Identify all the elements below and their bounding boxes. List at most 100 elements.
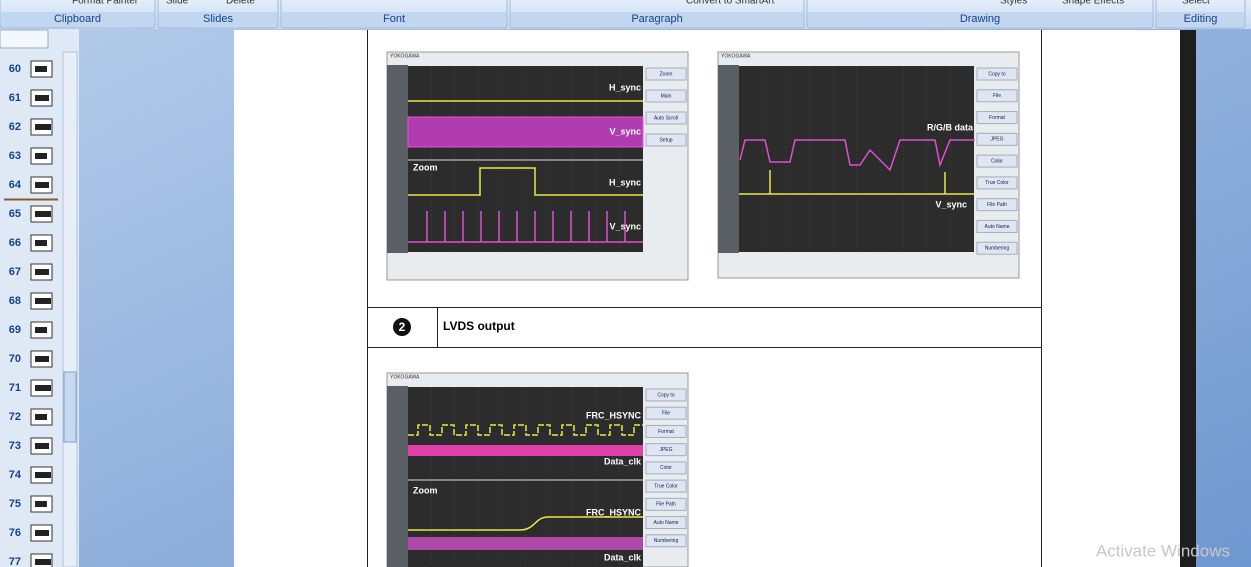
slide-number: 63	[9, 150, 21, 162]
thumb-content	[35, 298, 51, 304]
group-label: Font	[383, 13, 405, 25]
slide-number: 72	[9, 411, 21, 423]
scope-menu-label: File	[993, 93, 1001, 99]
scope-brand: YOKOGAWA	[721, 53, 751, 59]
signal-label: V_sync	[609, 126, 641, 136]
slide-number: 74	[9, 469, 22, 481]
scope-menu-label: Format	[989, 115, 1005, 121]
scope-left-strip	[387, 386, 408, 567]
group-label: Editing	[1184, 13, 1218, 25]
scope-menu-button	[645, 424, 687, 438]
thumb-content	[35, 269, 49, 275]
scope-menu-button	[976, 89, 1018, 103]
ribbon-button[interactable]: Convert to SmartArt	[686, 0, 775, 7]
scope-menu-label: Format	[658, 429, 674, 435]
pane-tabs[interactable]	[0, 29, 49, 49]
scope-menu-button	[645, 388, 687, 402]
thumb-content	[35, 182, 49, 188]
scope-menu-label: File	[662, 411, 670, 417]
section-title: LVDS output	[443, 319, 515, 333]
signal-label: Zoom	[413, 485, 438, 495]
scroll-thumb[interactable]	[63, 371, 77, 443]
scope-left-strip	[387, 65, 408, 253]
scope-menu-button	[645, 497, 687, 511]
scope-menu-label: File Path	[656, 502, 676, 508]
scope-menu-button	[976, 219, 1018, 233]
watermark: Activate Windows	[1096, 541, 1230, 560]
slide-number: 67	[9, 266, 21, 278]
scope-menu-button	[976, 241, 1018, 255]
scope-menu-button	[645, 534, 687, 548]
slide-table	[367, 30, 1042, 567]
scope-menu-label: True Color	[985, 180, 1009, 186]
group-label: Clipboard	[54, 13, 101, 25]
group-label-bar	[808, 12, 1152, 27]
slide-number: 61	[9, 92, 21, 104]
scope-menu-button	[645, 406, 687, 420]
trace-vsync-zoom	[408, 211, 643, 243]
scope-brand: YOKOGAWA	[390, 374, 420, 380]
scope-menu-button	[645, 479, 687, 493]
scope-menu-button	[645, 133, 687, 147]
scope-menu-label: Auto Name	[653, 520, 678, 526]
scope-menu-label: Color	[660, 465, 672, 471]
slide-number: 77	[9, 556, 21, 567]
signal-label: V_sync	[609, 221, 641, 231]
scope-menu-button	[645, 461, 687, 475]
thumb-content	[35, 414, 47, 420]
trace-vsync-band	[407, 116, 644, 148]
trace-hsync-zoom	[408, 167, 643, 196]
ribbon-group	[806, 0, 1154, 29]
trace-vsync	[739, 170, 974, 195]
slide-number: 70	[9, 353, 21, 365]
scope-menu-button	[645, 111, 687, 125]
thumb-content	[35, 153, 47, 159]
group-label-bar	[1157, 12, 1244, 27]
scope-menu-label: Numbering	[985, 246, 1010, 252]
scope-menu-button	[976, 67, 1018, 81]
thumb-content	[35, 385, 51, 391]
scope-menu-label: File Path	[987, 202, 1007, 208]
ribbon-button[interactable]: Format Painter	[72, 0, 139, 7]
signal-label: Data_clk	[604, 456, 642, 466]
group-label: Slides	[203, 13, 233, 25]
ribbon-button[interactable]: Slide	[166, 0, 189, 7]
trace-frc-hsync-zoom	[408, 516, 643, 531]
thumb-content	[35, 327, 47, 333]
ribbon-button[interactable]: Styles	[1000, 0, 1027, 7]
scope-menu-button	[976, 154, 1018, 168]
ribbon-button[interactable]: Select	[1182, 0, 1210, 7]
ribbon-button[interactable]: Delete	[226, 0, 255, 7]
scope-menu-label: Zoom	[660, 71, 673, 77]
scope-left-strip	[718, 65, 739, 253]
ribbon-button[interactable]: Shape Effects	[1062, 0, 1124, 7]
scope-menu-label: Copy to	[657, 392, 674, 398]
slide-number: 64	[9, 179, 22, 191]
thumb-content	[35, 559, 51, 565]
scrollbar[interactable]	[62, 51, 78, 567]
scope-menu-label: Auto Name	[984, 224, 1009, 230]
thumb-content	[35, 356, 49, 362]
signal-label: R/G/B data	[927, 122, 974, 132]
trace-data-clk-zoom	[408, 537, 643, 550]
thumb-content	[35, 95, 49, 101]
oscilloscope-image: YOKOGAWA Copy to File Format JPEG Color True C…	[717, 51, 1020, 279]
scope-menu-label: Copy to	[988, 71, 1005, 77]
group-label-bar	[1, 12, 154, 27]
scope-menu-label: JPEG	[990, 137, 1003, 143]
slide-number: 71	[9, 382, 21, 394]
ribbon-group	[1155, 0, 1246, 29]
signal-label: FRC_HSYNC	[586, 410, 642, 420]
trace-frc-hsync	[408, 424, 643, 436]
thumb-content	[35, 530, 49, 536]
slide-number: 65	[9, 208, 21, 220]
signal-label: V_sync	[935, 199, 967, 209]
scope-menu-button	[645, 516, 687, 530]
scope-menu-button	[976, 132, 1018, 146]
scope-menu-label: Main	[661, 93, 672, 99]
scope-menu-button	[645, 443, 687, 457]
slide-shadow	[1180, 30, 1196, 567]
slide-number: 73	[9, 440, 21, 452]
slide-number: 76	[9, 527, 21, 539]
slide-number: 68	[9, 295, 21, 307]
